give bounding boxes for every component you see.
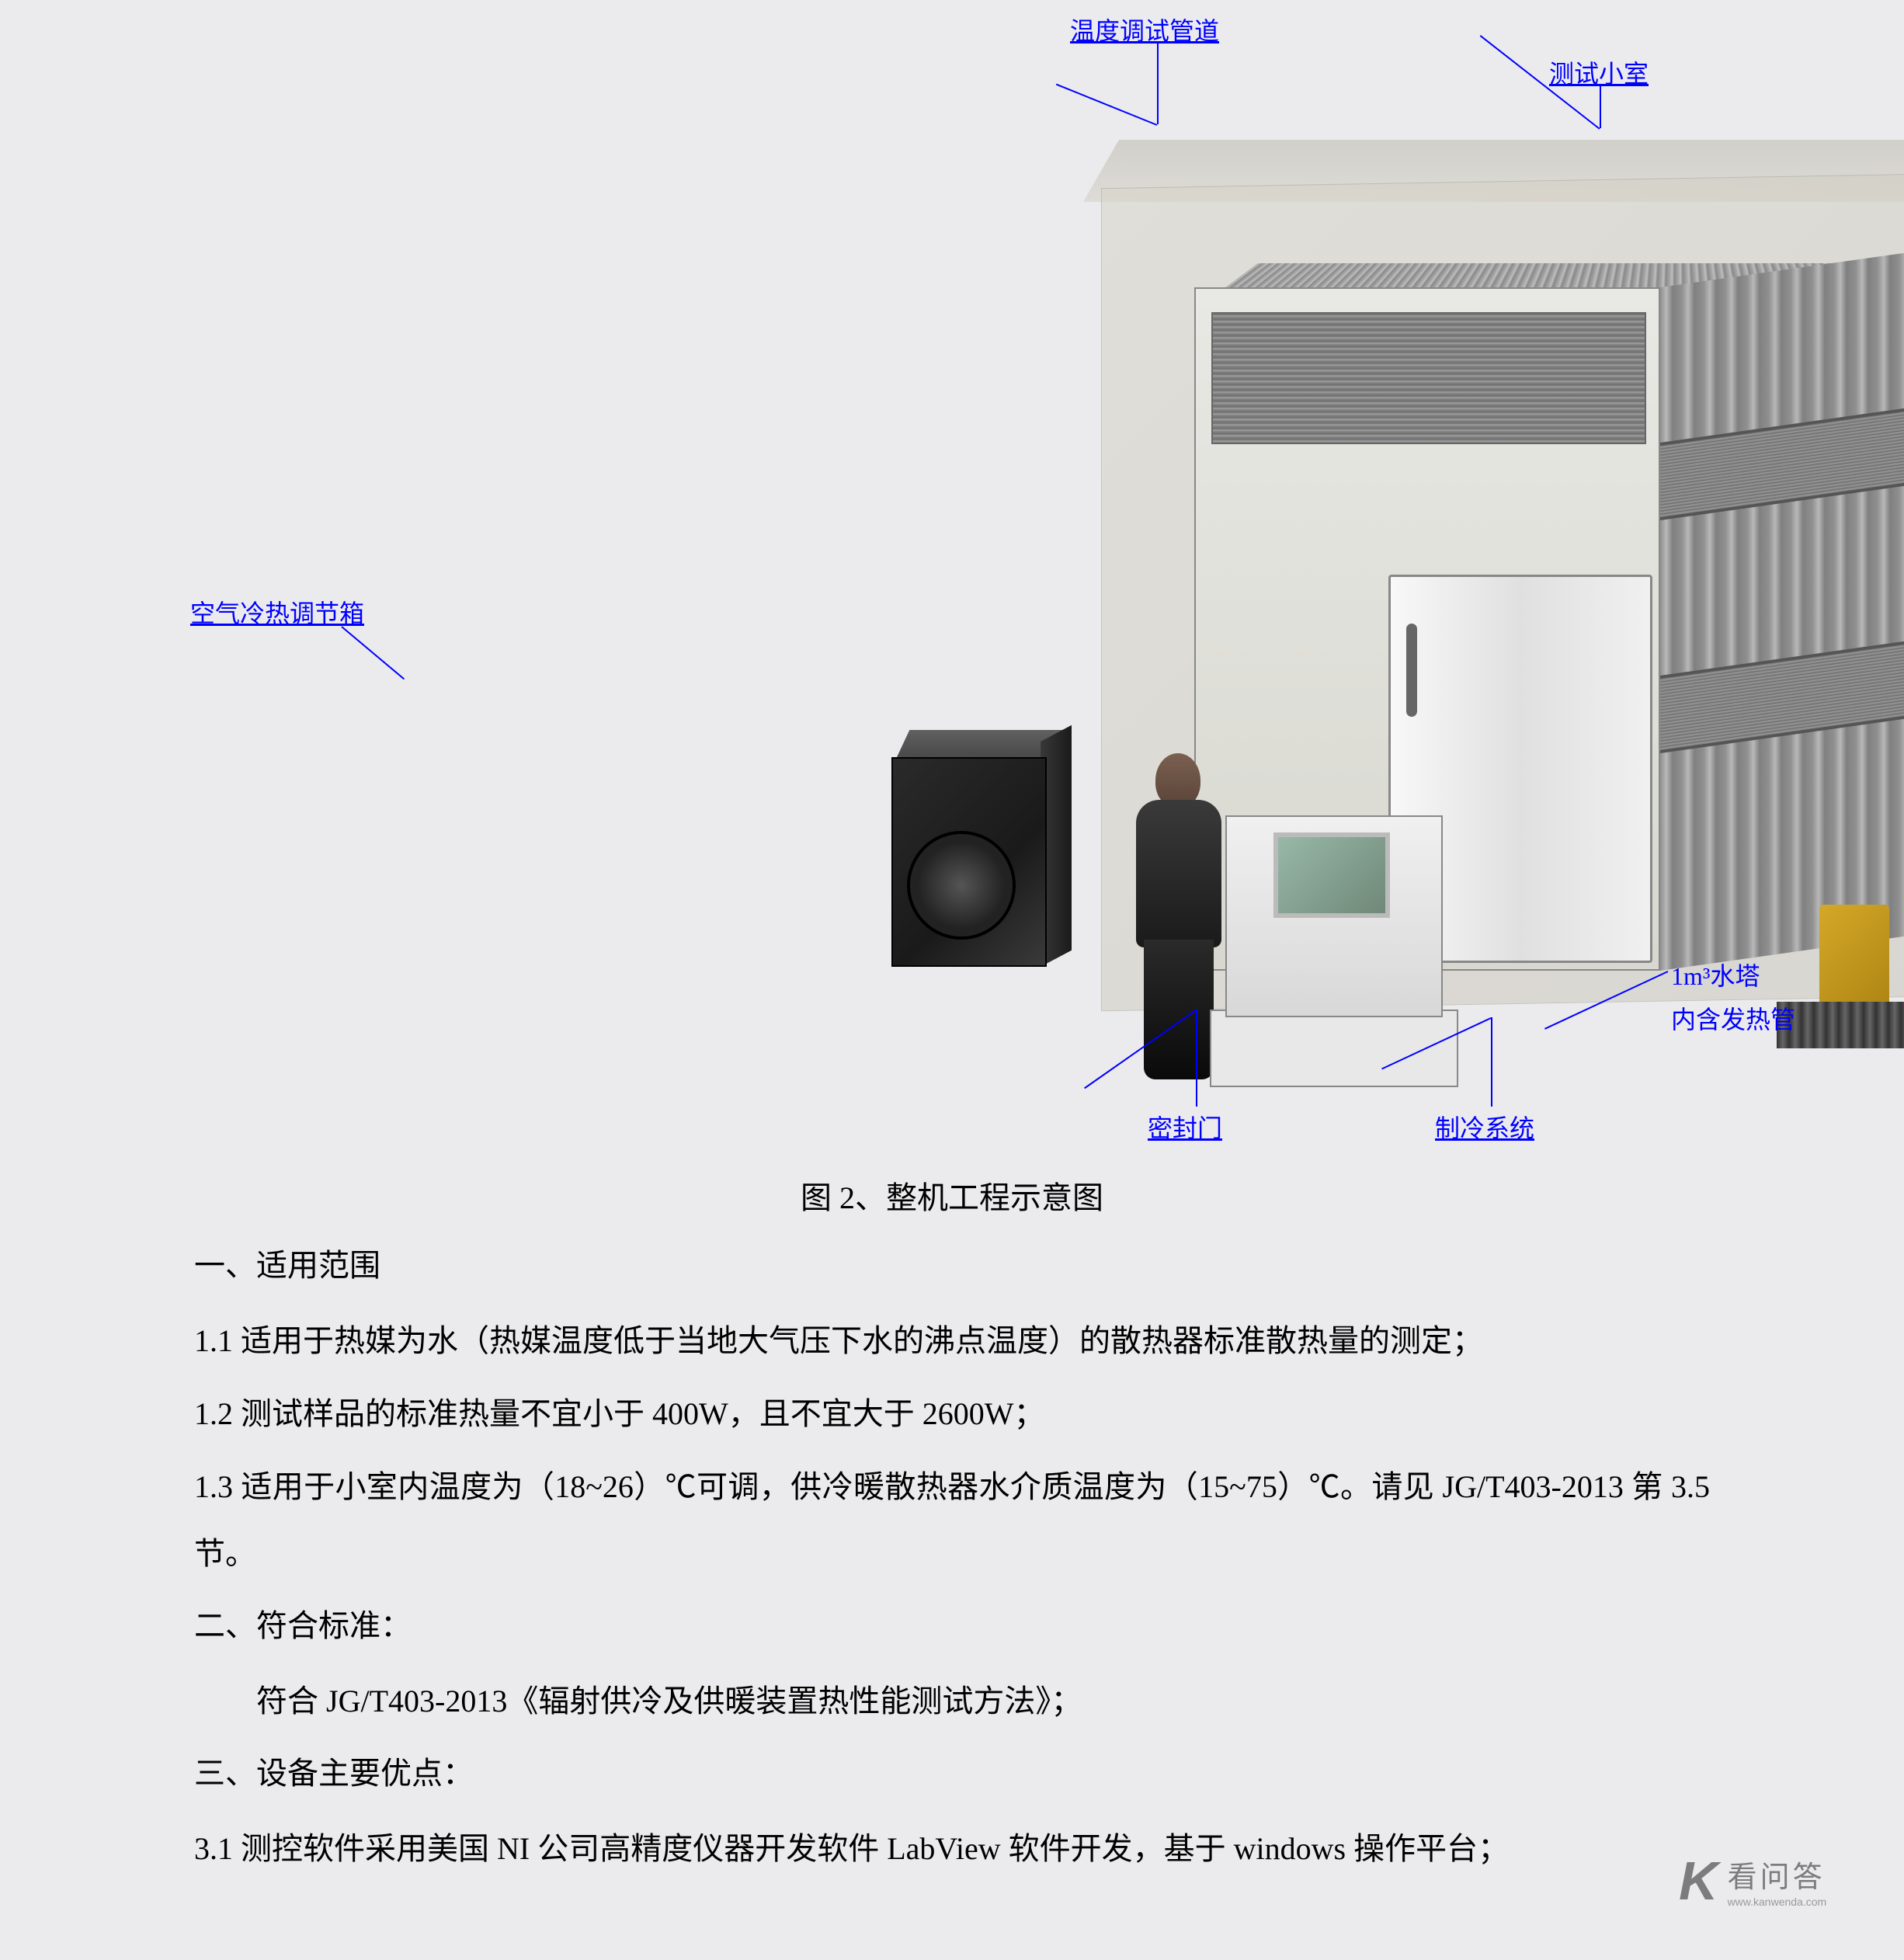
chamber-side-wall xyxy=(1660,217,1904,971)
section-1-p2: 1.2 测试样品的标准热量不宜小于 400W，且不宜大于 2600W； xyxy=(194,1381,1710,1447)
label-test-chamber: 测试小室 xyxy=(1549,54,1649,90)
label-temp-pipe: 温度调试管道 xyxy=(1070,12,1219,47)
control-console xyxy=(1225,815,1443,1017)
operator-legs xyxy=(1144,940,1214,1079)
leader-line xyxy=(1157,43,1159,124)
refrigeration-pipes xyxy=(1777,1002,1904,1048)
label-water-tower-2: 内含发热管 xyxy=(1671,1000,1795,1036)
figure-caption: 图 2、整机工程示意图 xyxy=(194,1173,1710,1218)
chamber-side-vent-lower xyxy=(1660,606,1904,753)
section-3-p1: 3.1 测控软件采用美国 NI 公司高精度仪器开发软件 LabView 软件开发… xyxy=(194,1816,1710,1882)
leader-line xyxy=(341,626,405,679)
corner-watermark: K 看问答 www.kanwenda.com xyxy=(1679,1850,1881,1927)
leader-line xyxy=(1491,1017,1492,1107)
chamber-front-vent xyxy=(1211,312,1646,444)
leader-line xyxy=(1196,1010,1197,1107)
section-1-title: 一、适用范围 xyxy=(194,1241,1710,1291)
label-air-box: 空气冷热调节箱 xyxy=(190,594,364,630)
leader-line xyxy=(1600,85,1601,128)
operator-body xyxy=(1136,800,1221,947)
diagram-area: 温度调试管道 测试小室 空气冷热调节箱 密封门 制冷系统 1m³水塔 内含发热管 xyxy=(0,0,1904,1165)
air-box-fan xyxy=(907,831,1016,940)
label-sealed-door: 密封门 xyxy=(1148,1109,1222,1145)
watermark-icon: K xyxy=(1679,1850,1718,1912)
watermark-sub: www.kanwenda.com xyxy=(1728,1896,1827,1908)
chamber-side-vent-upper xyxy=(1660,373,1904,520)
label-water-tower-1: 1m³水塔 xyxy=(1671,957,1760,992)
section-2-title: 二、符合标准： xyxy=(194,1601,1710,1651)
section-1-p3: 1.3 适用于小室内温度为（18~26）℃可调，供冷暖散热器水介质温度为（15~… xyxy=(194,1454,1710,1587)
section-1-p1: 1.1 适用于热媒为水（热媒温度低于当地大气压下水的沸点温度）的散热器标准散热量… xyxy=(194,1308,1710,1374)
console-base xyxy=(1210,1010,1458,1087)
section-3-title: 三、设备主要优点： xyxy=(194,1749,1710,1798)
watermark-main: 看问答 xyxy=(1728,1861,1826,1894)
label-cooling-system: 制冷系统 xyxy=(1435,1109,1534,1145)
section-2-p1: 符合 JG/T403-2013《辐射供冷及供暖装置热性能测试方法》； xyxy=(194,1668,1710,1735)
text-content: 图 2、整机工程示意图 一、适用范围 1.1 适用于热媒为水（热媒温度低于当地大… xyxy=(0,1165,1904,1951)
console-screen xyxy=(1273,832,1390,918)
